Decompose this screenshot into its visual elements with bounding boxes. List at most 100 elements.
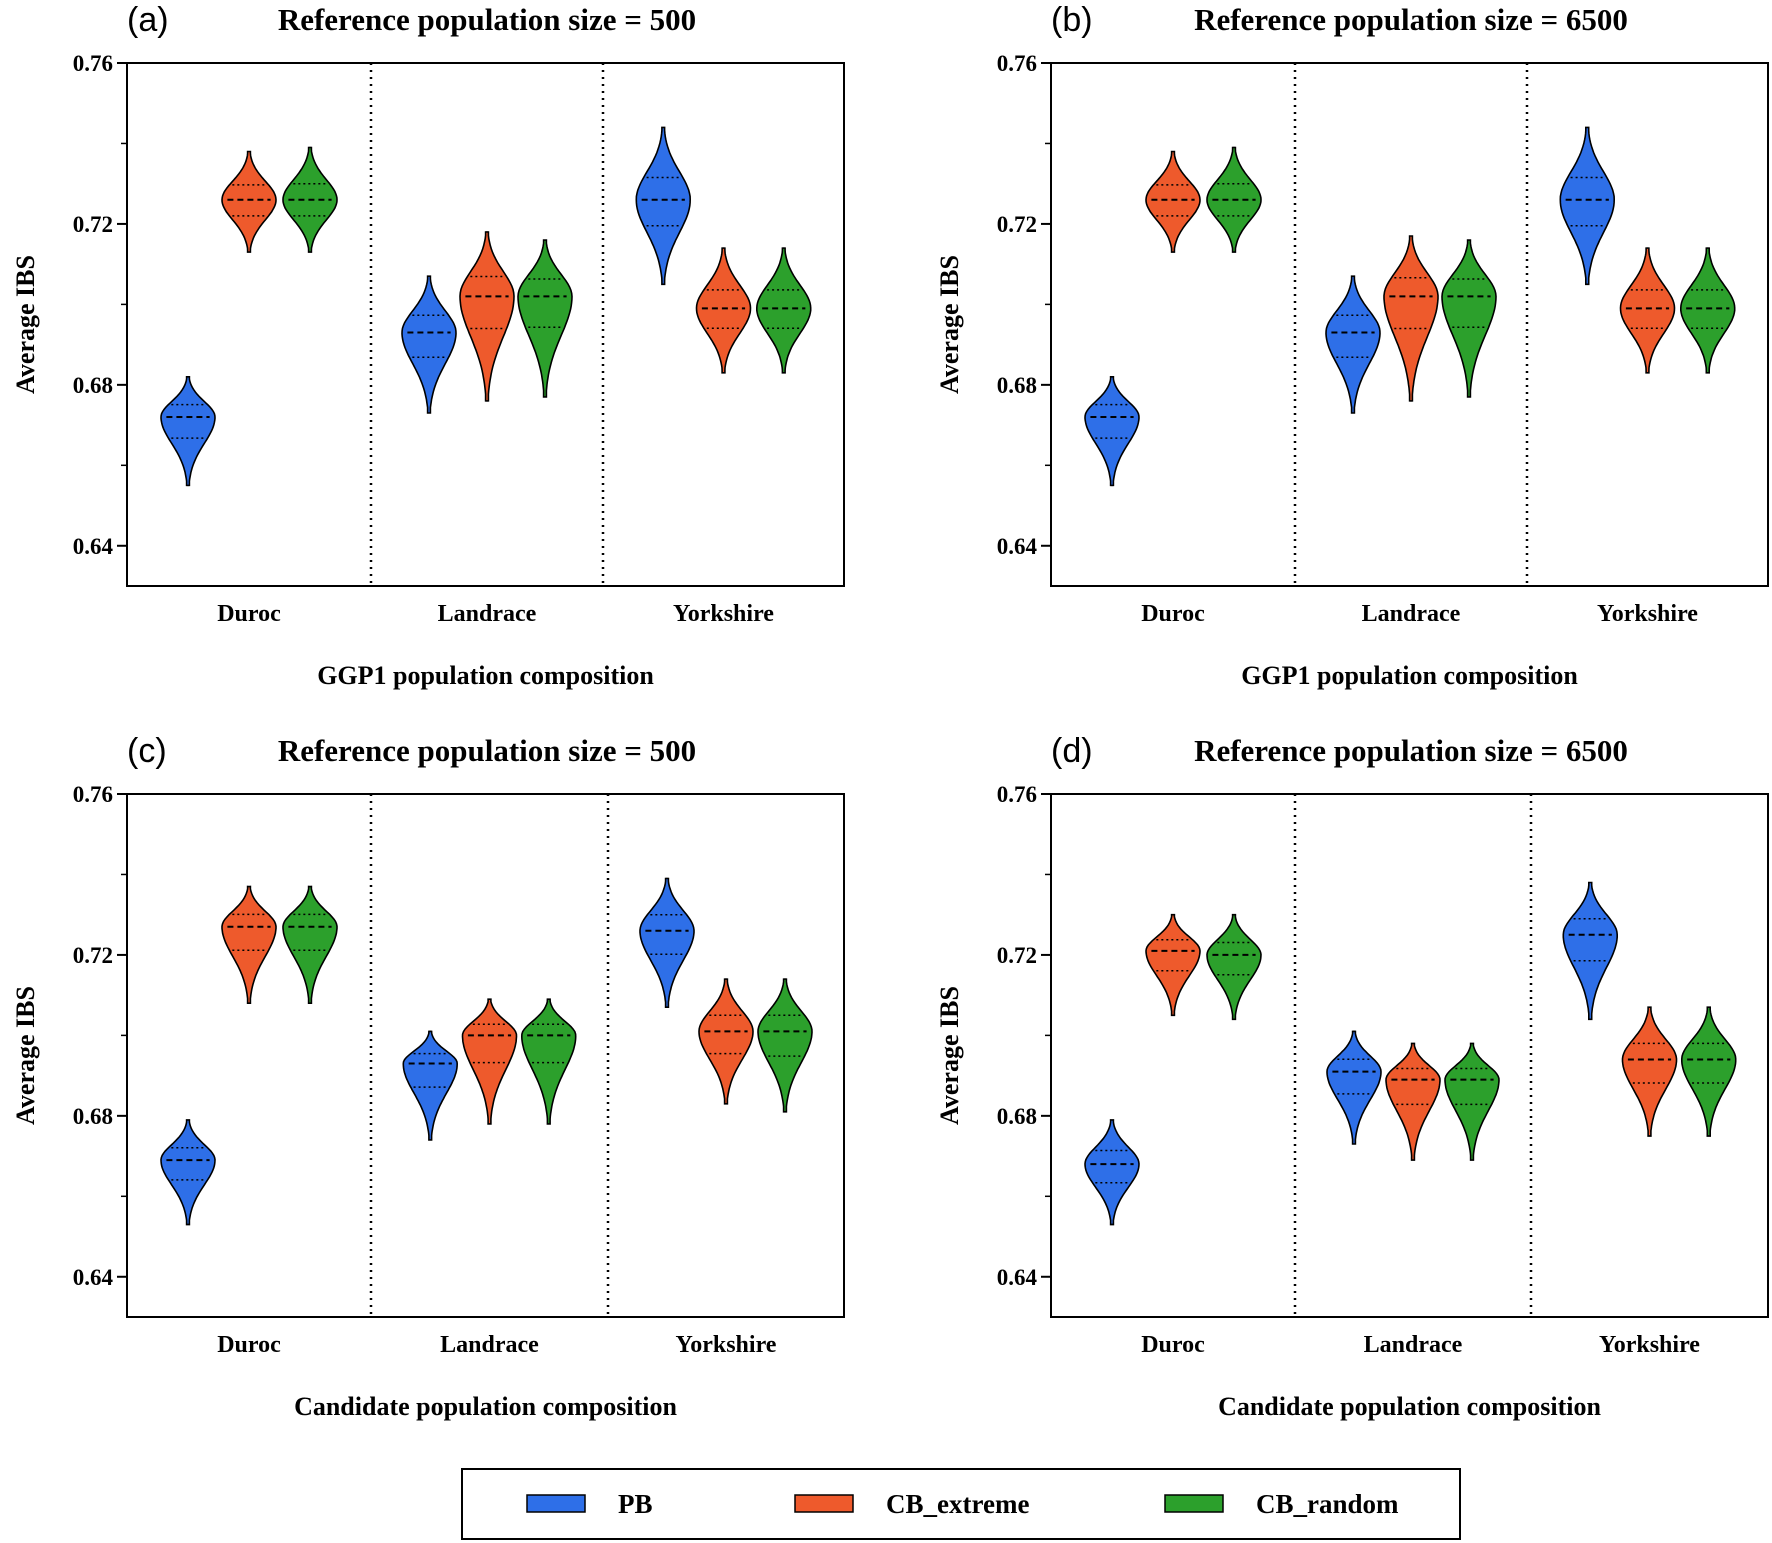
violin-pb: [1084, 376, 1140, 487]
violin-body: [221, 150, 277, 253]
y-tick-label: 0.68: [73, 373, 113, 398]
violin-body: [160, 1119, 216, 1226]
violin-pb: [402, 1030, 459, 1141]
violin-cb-extreme: [1145, 913, 1201, 1017]
violin-pb: [160, 1119, 216, 1226]
plot-frame: [1050, 793, 1769, 1318]
legend-label-pb: PB: [618, 1489, 653, 1519]
violin-pb: [1559, 126, 1616, 286]
violin-cb-random: [1206, 913, 1262, 1021]
violin-cb-random: [1441, 239, 1497, 398]
violin-pb: [1325, 275, 1381, 414]
violin-cb-random: [1680, 247, 1736, 374]
violin-cb-extreme: [221, 150, 277, 253]
violin-body: [1681, 1006, 1737, 1137]
violin-pb: [635, 126, 692, 286]
violin-cb-random: [517, 239, 573, 398]
violin-cb-random: [757, 978, 813, 1113]
violin-body: [1621, 1006, 1678, 1137]
x-category-label: Yorkshire: [676, 1332, 777, 1358]
violin-body: [1619, 247, 1676, 374]
plot-frame: [126, 793, 845, 1318]
y-tick-label: 0.68: [73, 1104, 113, 1129]
x-category-label: Landrace: [1364, 1332, 1463, 1358]
violin-pb: [160, 376, 216, 487]
y-tick-label: 0.76: [997, 782, 1037, 807]
y-tick-label: 0.72: [997, 212, 1037, 237]
violin-cb-random: [756, 247, 812, 374]
violin-body: [1084, 1119, 1140, 1226]
panel-letter: (c): [127, 732, 167, 770]
violin-body: [1326, 1030, 1382, 1145]
legend-swatch-cb-random: [1164, 1494, 1224, 1513]
y-tick-label: 0.64: [997, 534, 1038, 559]
violin-cb-random: [282, 146, 338, 253]
x-category-label: Landrace: [440, 1332, 539, 1358]
violin-cb-random: [1206, 146, 1262, 253]
violin-cb-extreme: [1385, 1042, 1441, 1161]
x-category-label: Yorkshire: [1599, 1332, 1700, 1358]
panels: 0.64 0.68 0.72 0.76 Duroc Landrace Yorkshire GG…: [11, 1, 1769, 1421]
violin-body: [517, 239, 573, 398]
x-axis-title: Candidate population composition: [294, 1392, 677, 1421]
panel-title: Reference population size = 500: [278, 2, 696, 37]
y-tick-label: 0.64: [997, 1265, 1038, 1290]
panel-3: 0.64 0.68 0.72 0.76 Duroc Landrace Yorkshire Ca…: [11, 732, 845, 1421]
violin-cb-random: [282, 885, 338, 1004]
violin-body: [639, 877, 695, 1009]
y-tick-label: 0.76: [73, 782, 113, 807]
x-category-label: Landrace: [1362, 601, 1461, 627]
y-tick-label: 0.64: [73, 1265, 114, 1290]
violin-body: [756, 247, 812, 374]
x-category-label: Yorkshire: [673, 601, 774, 627]
violin-body: [221, 885, 277, 1004]
y-tick-label: 0.68: [997, 373, 1037, 398]
legend-item-cb-extreme: CB_extreme: [794, 1489, 1029, 1519]
violin-body: [695, 247, 752, 374]
y-tick-label: 0.68: [997, 1104, 1037, 1129]
x-axis-title: GGP1 population composition: [317, 661, 654, 690]
legend-item-pb: PB: [526, 1489, 653, 1519]
violin-cb-random: [520, 998, 577, 1125]
violin-cb-extreme: [461, 998, 518, 1125]
violin-body: [1145, 150, 1201, 253]
legend-label-cb-extreme: CB_extreme: [886, 1489, 1029, 1519]
x-category-label: Yorkshire: [1597, 601, 1698, 627]
violin-body: [1441, 239, 1497, 398]
x-axis-title: GGP1 population composition: [1241, 661, 1578, 690]
violin-cb-extreme: [1383, 235, 1439, 402]
violin-cb-extreme: [1619, 247, 1676, 374]
legend-box: [461, 1468, 1461, 1540]
violin-body: [1084, 376, 1140, 487]
violin-body: [1383, 235, 1439, 402]
y-tick-label: 0.72: [73, 212, 113, 237]
violin-body: [1385, 1042, 1441, 1161]
legend: PB CB_extreme CB_random: [461, 1468, 1461, 1540]
violin-body: [459, 231, 515, 402]
legend-swatch-pb: [526, 1494, 586, 1513]
x-category-label: Duroc: [1141, 601, 1205, 627]
violin-body: [402, 1030, 459, 1141]
y-axis-title: Average IBS: [11, 986, 40, 1125]
violin-body: [1444, 1042, 1500, 1161]
violin-body: [401, 275, 457, 414]
violin-body: [1325, 275, 1381, 414]
panel-4: 0.64 0.68 0.72 0.76 Duroc Landrace Yorkshire Ca…: [935, 732, 1769, 1421]
violin-cb-random: [1444, 1042, 1500, 1161]
y-tick-label: 0.76: [997, 51, 1037, 76]
violin-body: [1206, 913, 1262, 1021]
panel-letter: (b): [1051, 1, 1093, 39]
violin-body: [1559, 126, 1616, 286]
x-axis-title: Candidate population composition: [1218, 1392, 1601, 1421]
panel-title: Reference population size = 500: [278, 733, 696, 768]
legend-label-cb-random: CB_random: [1256, 1489, 1399, 1519]
violin-body: [1145, 913, 1201, 1017]
violin-pb: [401, 275, 457, 414]
violin-body: [282, 885, 338, 1004]
panel-2: 0.64 0.68 0.72 0.76 Duroc Landrace Yorkshire GG…: [935, 1, 1769, 690]
violin-body: [160, 376, 216, 487]
violin-cb-extreme: [1145, 150, 1201, 253]
violin-pb: [1084, 1119, 1140, 1226]
violin-body: [461, 998, 518, 1125]
